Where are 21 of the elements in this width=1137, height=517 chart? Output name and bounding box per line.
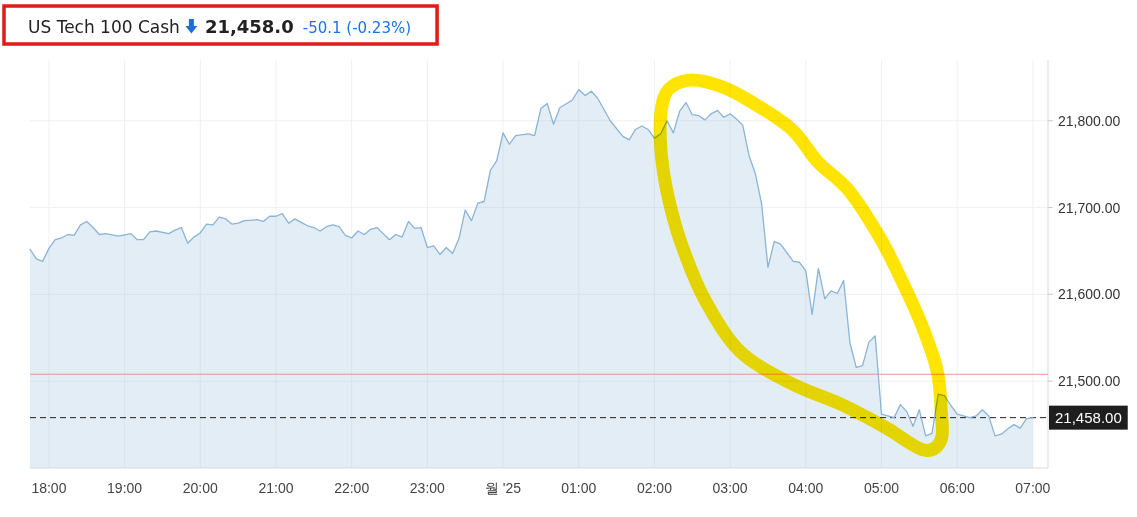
x-tick-label: 01:00: [561, 480, 597, 496]
x-tick-label: 23:00: [409, 480, 446, 496]
header: US Tech 100 Cash 21,458.0 -50.1 (-0.23%): [28, 16, 412, 37]
x-tick-label: 월 '25: [484, 480, 522, 496]
x-tick-label: 02:00: [636, 480, 673, 496]
x-tick-label: 05:00: [863, 480, 900, 496]
x-tick-label: 21:00: [258, 480, 294, 496]
x-tick-label: 20:00: [182, 480, 219, 496]
y-tick-label: 21,700.00: [1058, 199, 1121, 216]
x-tick-label: 22:00: [334, 480, 370, 496]
x-tick-label: 18:00: [31, 480, 67, 496]
x-tick-label: 07:00: [1015, 480, 1051, 496]
y-tick-label: 21,800.00: [1058, 112, 1121, 129]
y-tick-label: 21,500.00: [1058, 373, 1121, 390]
x-tick-label: 03:00: [712, 480, 748, 496]
x-tick-label: 19:00: [107, 480, 143, 496]
ref-line-label: 21,458.00: [1055, 408, 1122, 426]
chart-title: US Tech 100 Cash: [28, 17, 180, 37]
y-tick-label: 21,600.00: [1058, 286, 1121, 303]
x-tick-label: 04:00: [788, 480, 824, 496]
x-tick-label: 06:00: [939, 480, 975, 496]
